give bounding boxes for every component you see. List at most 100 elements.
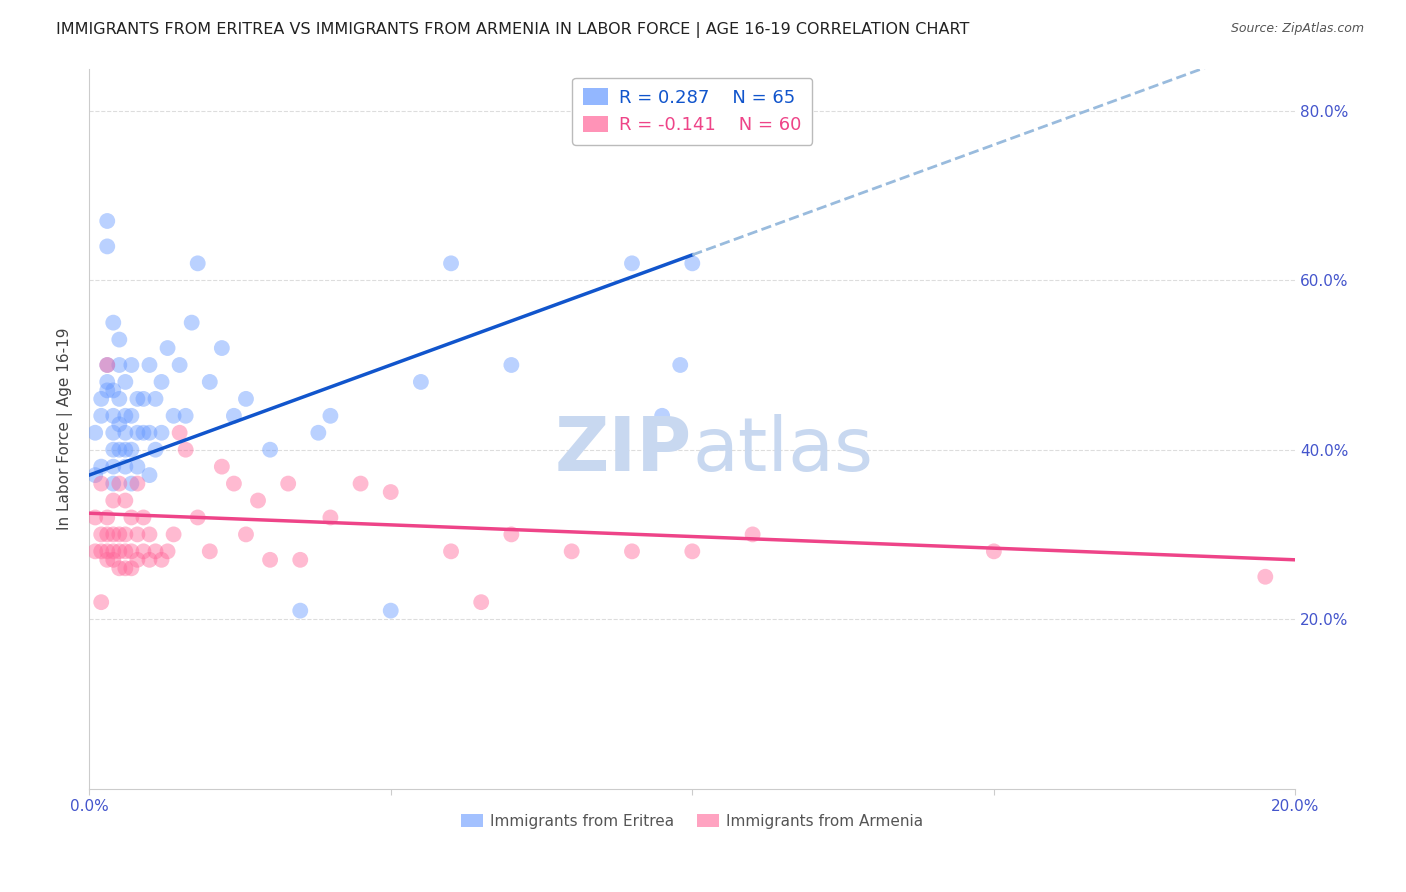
- Point: [187, 510, 209, 524]
- Point: [114, 425, 136, 440]
- Point: [211, 341, 233, 355]
- Point: [145, 442, 167, 457]
- Point: [103, 476, 125, 491]
- Point: [103, 553, 125, 567]
- Point: [108, 392, 131, 406]
- Point: [127, 459, 149, 474]
- Point: [150, 425, 173, 440]
- Point: [90, 527, 112, 541]
- Point: [120, 409, 142, 423]
- Point: [741, 527, 763, 541]
- Point: [96, 384, 118, 398]
- Point: [120, 561, 142, 575]
- Point: [96, 527, 118, 541]
- Point: [620, 544, 643, 558]
- Point: [307, 425, 329, 440]
- Point: [247, 493, 270, 508]
- Point: [681, 256, 703, 270]
- Point: [90, 392, 112, 406]
- Point: [103, 544, 125, 558]
- Point: [114, 442, 136, 457]
- Point: [1254, 570, 1277, 584]
- Point: [103, 384, 125, 398]
- Point: [380, 604, 402, 618]
- Point: [114, 375, 136, 389]
- Point: [235, 392, 257, 406]
- Point: [90, 476, 112, 491]
- Point: [103, 442, 125, 457]
- Point: [259, 553, 281, 567]
- Point: [501, 358, 523, 372]
- Point: [169, 358, 191, 372]
- Point: [120, 544, 142, 558]
- Text: Source: ZipAtlas.com: Source: ZipAtlas.com: [1230, 22, 1364, 36]
- Point: [156, 544, 179, 558]
- Point: [96, 239, 118, 253]
- Point: [114, 561, 136, 575]
- Point: [90, 595, 112, 609]
- Point: [145, 544, 167, 558]
- Point: [162, 527, 184, 541]
- Point: [162, 409, 184, 423]
- Point: [174, 442, 197, 457]
- Legend: Immigrants from Eritrea, Immigrants from Armenia: Immigrants from Eritrea, Immigrants from…: [456, 807, 929, 835]
- Point: [103, 425, 125, 440]
- Point: [132, 392, 155, 406]
- Point: [138, 358, 160, 372]
- Text: atlas: atlas: [692, 414, 873, 487]
- Point: [108, 544, 131, 558]
- Point: [681, 544, 703, 558]
- Point: [120, 510, 142, 524]
- Point: [90, 544, 112, 558]
- Point: [138, 553, 160, 567]
- Point: [108, 442, 131, 457]
- Point: [669, 358, 692, 372]
- Point: [84, 468, 107, 483]
- Point: [349, 476, 371, 491]
- Point: [174, 409, 197, 423]
- Point: [470, 595, 492, 609]
- Point: [409, 375, 432, 389]
- Point: [198, 375, 221, 389]
- Point: [120, 358, 142, 372]
- Point: [114, 459, 136, 474]
- Point: [180, 316, 202, 330]
- Point: [277, 476, 299, 491]
- Point: [103, 527, 125, 541]
- Point: [440, 544, 463, 558]
- Point: [96, 375, 118, 389]
- Point: [222, 476, 245, 491]
- Point: [127, 425, 149, 440]
- Point: [127, 527, 149, 541]
- Point: [127, 392, 149, 406]
- Point: [169, 425, 191, 440]
- Point: [620, 256, 643, 270]
- Point: [319, 510, 342, 524]
- Point: [319, 409, 342, 423]
- Point: [103, 409, 125, 423]
- Point: [96, 214, 118, 228]
- Point: [84, 425, 107, 440]
- Text: ZIP: ZIP: [555, 414, 692, 487]
- Point: [108, 333, 131, 347]
- Point: [108, 417, 131, 432]
- Point: [120, 476, 142, 491]
- Point: [561, 544, 583, 558]
- Point: [103, 316, 125, 330]
- Point: [290, 604, 312, 618]
- Point: [290, 553, 312, 567]
- Point: [145, 392, 167, 406]
- Point: [440, 256, 463, 270]
- Point: [380, 485, 402, 500]
- Point: [138, 468, 160, 483]
- Point: [138, 527, 160, 541]
- Point: [132, 510, 155, 524]
- Point: [156, 341, 179, 355]
- Point: [127, 553, 149, 567]
- Point: [103, 459, 125, 474]
- Point: [96, 358, 118, 372]
- Point: [96, 358, 118, 372]
- Point: [114, 409, 136, 423]
- Point: [114, 493, 136, 508]
- Point: [114, 527, 136, 541]
